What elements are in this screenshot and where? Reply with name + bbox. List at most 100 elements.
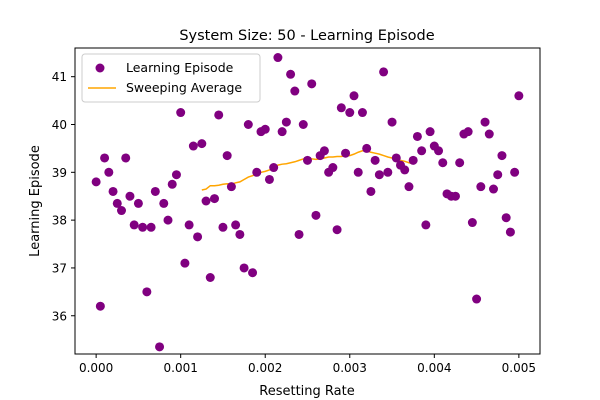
scatter-point (319, 146, 329, 156)
scatter-point (159, 198, 169, 208)
scatter-point (417, 146, 427, 156)
scatter-point (239, 263, 249, 273)
y-tick-label: 37 (52, 261, 67, 275)
legend-scatter-marker (95, 63, 105, 73)
scatter-point (184, 220, 194, 230)
scatter-point (146, 222, 156, 232)
scatter-point (307, 79, 317, 89)
scatter-point (171, 170, 181, 180)
scatter-point (222, 151, 232, 161)
scatter-point (345, 108, 355, 118)
scatter-point (180, 258, 190, 268)
scatter-point (505, 227, 515, 237)
scatter-point (493, 170, 503, 180)
scatter-point (476, 182, 486, 192)
scatter-point (260, 124, 270, 134)
scatter-point (117, 206, 126, 216)
scatter-point (205, 273, 215, 282)
scatter-point (210, 194, 219, 204)
scatter-point (138, 222, 148, 232)
scatter-point (341, 148, 351, 158)
legend: Learning Episode Sweeping Average (81, 53, 261, 103)
scatter-point (142, 287, 152, 297)
scatter-point (463, 127, 473, 137)
scatter-point (100, 153, 110, 163)
scatter-point (480, 117, 490, 127)
scatter-point (357, 108, 367, 118)
scatter-point (421, 220, 431, 230)
scatter-point (125, 191, 135, 201)
scatter-point (129, 220, 139, 230)
scatter-point (155, 342, 165, 352)
scatter-point (121, 153, 131, 163)
legend-box (81, 53, 261, 103)
scatter-point (269, 163, 279, 173)
scatter-point (235, 229, 245, 239)
scatter-point (226, 182, 236, 192)
scatter-point (201, 196, 211, 206)
plot-area-frame (74, 47, 541, 355)
scatter-point (484, 129, 494, 139)
x-tick-label: 0.000 (79, 361, 113, 375)
x-tick-label: 0.001 (164, 361, 198, 375)
scatter-point (252, 167, 262, 177)
scatter-point (362, 143, 372, 153)
scatter-point (167, 179, 177, 189)
scatter-point (510, 167, 520, 177)
scatter-point (248, 268, 258, 278)
x-tick-label: 0.005 (502, 361, 536, 375)
scatter-point (353, 167, 363, 177)
scatter-point (387, 117, 397, 127)
scatter-point (133, 198, 143, 208)
scatter-point (391, 153, 401, 163)
scatter-point (104, 167, 114, 177)
scatter-point (303, 155, 312, 165)
scatter-point (336, 103, 346, 113)
scatter-point (298, 120, 308, 129)
scatter-point (425, 127, 435, 137)
scatter-point (489, 184, 498, 194)
x-tick-label: 0.002 (248, 361, 282, 375)
chart-title: System Size: 50 - Learning Episode (179, 28, 434, 44)
scatter-point (379, 67, 389, 77)
scatter-point (281, 117, 291, 127)
scatter-point (311, 210, 321, 220)
y-tick-label: 36 (52, 309, 67, 323)
scatter-point (243, 120, 253, 129)
scatter-point (472, 294, 482, 304)
scatter-point (163, 215, 173, 225)
y-tick-label: 39 (52, 166, 67, 180)
scatter-point (277, 127, 287, 137)
scatter-point (214, 110, 224, 120)
scatter-point (176, 108, 186, 118)
scatter-point (286, 69, 296, 79)
scatter-point (273, 53, 283, 63)
scatter-point (366, 186, 376, 196)
scatter-point (218, 222, 228, 232)
scatter-point (294, 229, 304, 239)
scatter-point (467, 218, 477, 228)
x-axis-label: Resetting Rate (259, 384, 354, 399)
scatter-point (328, 163, 338, 173)
scatter-point (290, 86, 300, 96)
scatter-point (434, 146, 444, 156)
scatter-point (408, 155, 418, 165)
scatter-point (497, 151, 507, 161)
legend-line-label: Sweeping Average (126, 80, 242, 95)
scatter-point (450, 191, 460, 201)
scatter-point (383, 167, 393, 177)
y-tick-label: 38 (52, 214, 67, 228)
scatter-point (374, 170, 384, 180)
legend-scatter-label: Learning Episode (126, 60, 234, 75)
scatter-point (112, 198, 122, 208)
learning-episode-points (91, 53, 524, 352)
scatter-point (231, 220, 241, 230)
scatter-point (404, 182, 414, 192)
scatter-point (193, 232, 203, 242)
scatter-point (501, 213, 511, 223)
scatter-point (370, 155, 380, 165)
x-tick-label: 0.004 (417, 361, 451, 375)
scatter-point (412, 131, 422, 141)
scatter-point (108, 186, 118, 196)
